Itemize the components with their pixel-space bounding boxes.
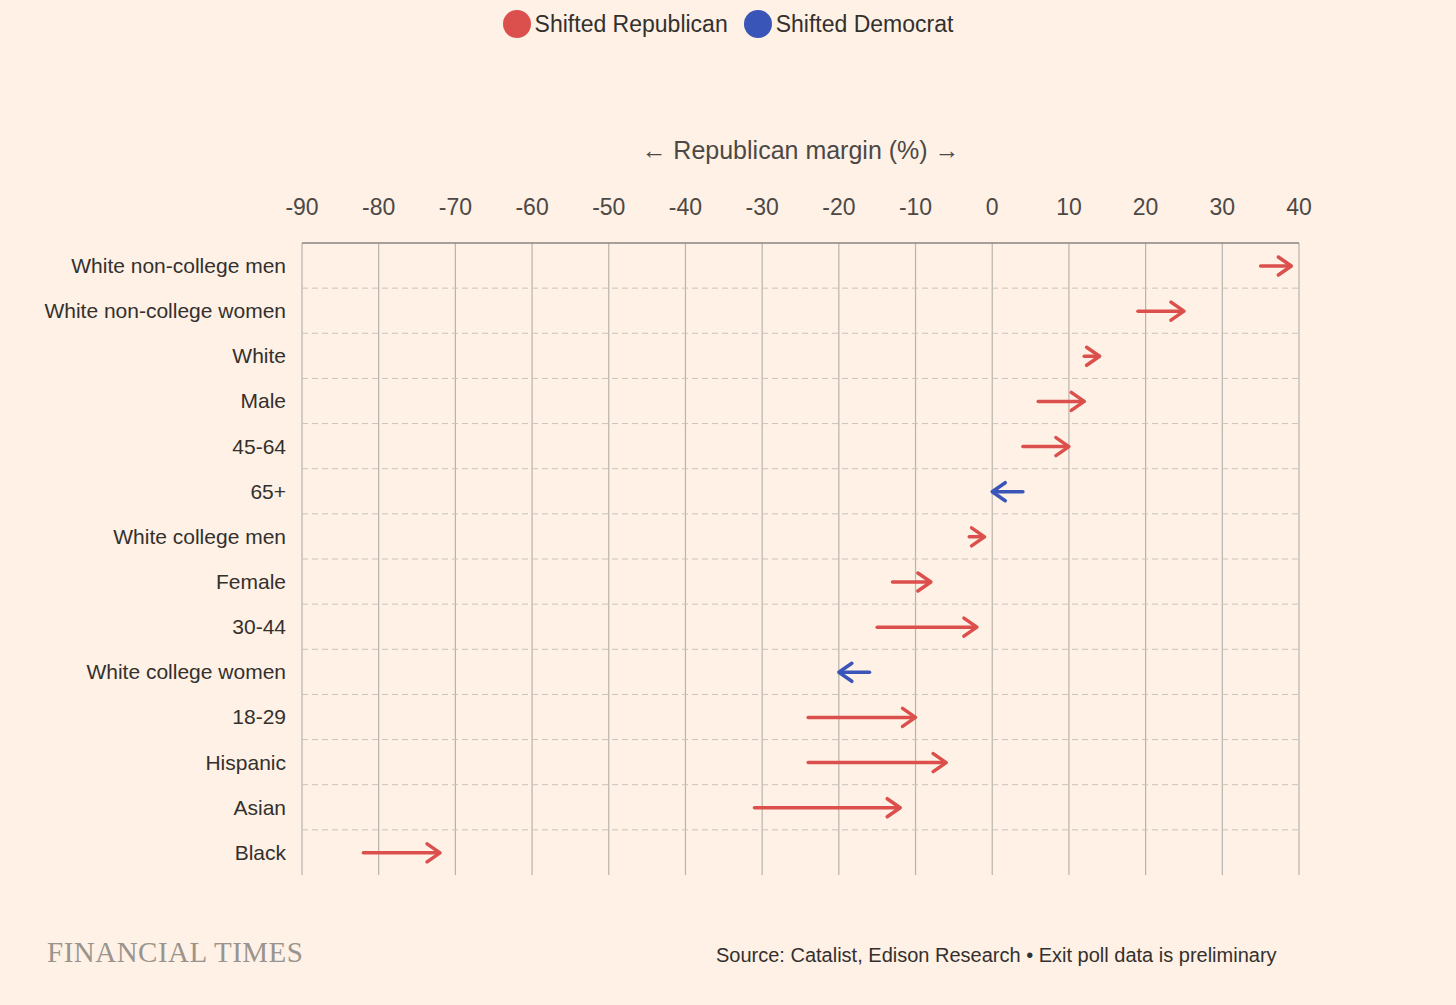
html-text:← Republican margin (%) →: ← Republican margin (%) → — [641, 136, 960, 164]
svg-text:White college men: White college men — [113, 525, 286, 548]
svg-text:30-44: 30-44 — [232, 615, 286, 638]
html-text:Source: Catalist, Edison Resea: Source: Catalist, Edison Research • Exit… — [716, 944, 1277, 966]
svg-text:-70: -70 — [439, 194, 472, 220]
html-text:Shifted Democrat: Shifted Democrat — [775, 10, 954, 37]
html-text:FINANCIAL TIMES: FINANCIAL TIMES — [47, 936, 304, 968]
svg-text:-40: -40 — [669, 194, 702, 220]
svg-text:-50: -50 — [592, 194, 625, 220]
svg-text:0: 0 — [986, 194, 999, 220]
svg-text:Male: Male — [240, 389, 286, 412]
svg-text:45-64: 45-64 — [232, 435, 286, 458]
svg-text:Asian: Asian — [233, 796, 286, 819]
svg-text:-60: -60 — [515, 194, 548, 220]
svg-text:-90: -90 — [285, 194, 318, 220]
html-text:Shifted Republican: Shifted Republican — [534, 10, 728, 37]
svg-text:White non-college men: White non-college men — [71, 254, 286, 277]
svg-text:20: 20 — [1133, 194, 1159, 220]
svg-text:-20: -20 — [822, 194, 855, 220]
svg-text:White: White — [232, 344, 286, 367]
svg-text:Female: Female — [216, 570, 286, 593]
svg-text:-10: -10 — [899, 194, 932, 220]
svg-text:40: 40 — [1286, 194, 1312, 220]
svg-text:Hispanic: Hispanic — [205, 751, 286, 774]
svg-text:30: 30 — [1210, 194, 1236, 220]
svg-text:-80: -80 — [362, 194, 395, 220]
svg-text:White college women: White college women — [86, 660, 286, 683]
svg-text:18-29: 18-29 — [232, 705, 286, 728]
svg-text:65+: 65+ — [250, 480, 286, 503]
svg-text:10: 10 — [1056, 194, 1082, 220]
svg-text:-30: -30 — [746, 194, 779, 220]
svg-text:White non-college women: White non-college women — [44, 299, 286, 322]
svg-text:Black: Black — [235, 841, 287, 864]
